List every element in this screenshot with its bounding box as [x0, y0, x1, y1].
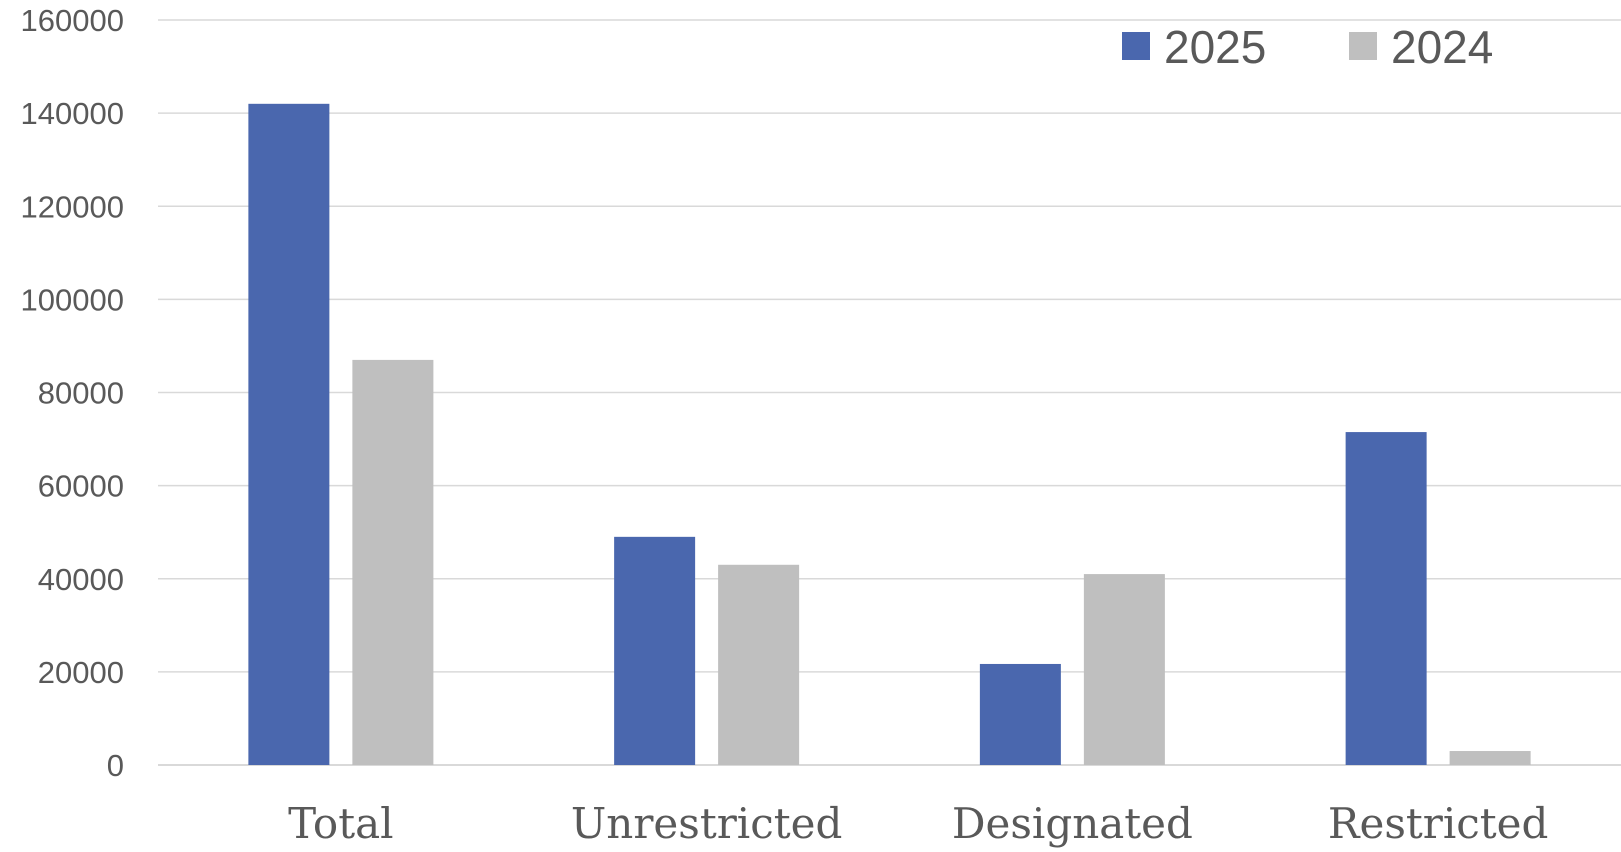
bar-total-2025 — [248, 103, 330, 765]
bar-restricted-2024 — [1449, 751, 1531, 765]
y-tick-label: 140000 — [21, 96, 124, 131]
bar-designated-2024 — [1083, 574, 1165, 765]
x-tick-label: Total — [288, 799, 393, 848]
bar-unrestricted-2024 — [718, 564, 800, 765]
y-tick-label: 20000 — [38, 655, 124, 690]
y-tick-label: 160000 — [21, 3, 124, 38]
x-tick-label: Designated — [952, 799, 1193, 848]
y-axis: 0 20000 40000 60000 80000 100000 120000 140000 1… — [21, 3, 124, 783]
legend-swatch — [1122, 32, 1150, 60]
x-tick-label: Restricted — [1328, 799, 1549, 848]
y-tick-label: 60000 — [38, 469, 124, 504]
y-tick-label: 0 — [107, 748, 124, 783]
bars — [248, 103, 1531, 765]
bar-designated-2025 — [979, 663, 1061, 765]
legend: 2025 2024 — [1122, 21, 1493, 73]
x-tick-label: Unrestricted — [571, 799, 842, 848]
y-tick-label: 80000 — [38, 376, 124, 411]
x-axis: Total Unrestricted Designated Restricted — [288, 799, 1548, 848]
legend-swatch — [1349, 32, 1377, 60]
bar-unrestricted-2025 — [614, 536, 696, 765]
legend-label: 2025 — [1164, 21, 1266, 73]
bar-total-2024 — [352, 359, 434, 765]
legend-label: 2024 — [1391, 21, 1493, 73]
y-tick-label: 40000 — [38, 562, 124, 597]
y-tick-label: 100000 — [21, 282, 124, 317]
bar-restricted-2025 — [1345, 432, 1427, 765]
y-tick-label: 120000 — [21, 189, 124, 224]
